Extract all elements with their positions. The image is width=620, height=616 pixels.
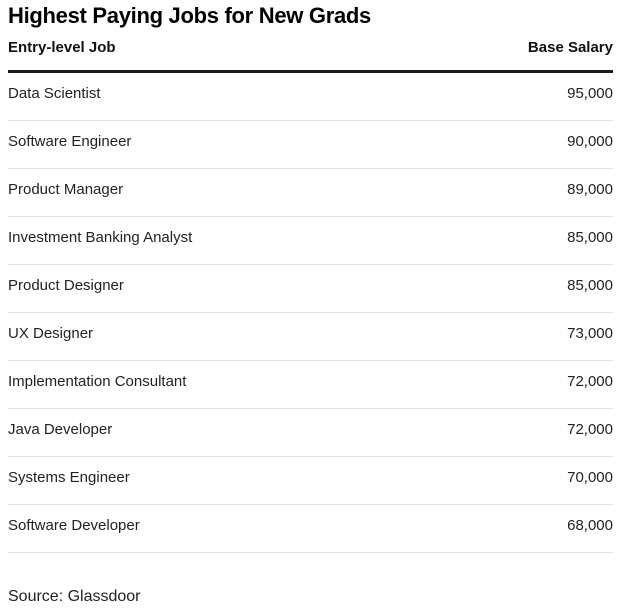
job-cell: Software Developer — [8, 517, 140, 534]
job-cell: Data Scientist — [8, 85, 101, 102]
job-cell: Java Developer — [8, 421, 113, 438]
salary-cell: 90,000 — [567, 133, 613, 150]
salary-cell: 70,000 — [567, 469, 613, 486]
table-row: Data Scientist 95,000 — [8, 73, 613, 121]
job-cell: Software Engineer — [8, 133, 132, 150]
job-cell: Product Designer — [8, 277, 124, 294]
table-row: Systems Engineer 70,000 — [8, 457, 613, 505]
salary-cell: 89,000 — [567, 181, 613, 198]
table-body: Data Scientist 95,000 Software Engineer 90,… — [8, 73, 613, 553]
job-cell: Product Manager — [8, 181, 124, 198]
column-header-salary: Base Salary — [527, 39, 613, 56]
job-cell: Investment Banking Analyst — [8, 229, 193, 246]
table-row: Investment Banking Analyst 85,000 — [8, 217, 613, 265]
job-cell: UX Designer — [8, 325, 94, 342]
chart-title: Highest Paying Jobs for New Grads — [8, 3, 371, 28]
salary-cell: 72,000 — [567, 421, 613, 438]
salary-table: Entry-level Job Base Salary Data Scienti… — [8, 36, 613, 553]
table-row: UX Designer 73,000 — [8, 313, 613, 361]
salary-cell: 73,000 — [567, 325, 613, 342]
table-row: Software Engineer 90,000 — [8, 121, 613, 169]
table-row: Implementation Consultant 72,000 — [8, 361, 613, 409]
table-row: Product Manager 89,000 — [8, 169, 613, 217]
column-header-job: Entry-level Job — [8, 39, 116, 56]
table-row: Java Developer 72,000 — [8, 409, 613, 457]
table-row: Product Designer 85,000 — [8, 265, 613, 313]
salary-cell: 85,000 — [567, 277, 613, 294]
job-cell: Implementation Consultant — [8, 373, 187, 390]
table-row: Software Developer 68,000 — [8, 505, 613, 553]
salary-cell: 68,000 — [567, 517, 613, 534]
source-note: Source: Glassdoor — [8, 588, 141, 605]
job-cell: Systems Engineer — [8, 469, 130, 486]
table-header: Entry-level Job Base Salary — [8, 36, 613, 73]
salary-cell: 85,000 — [567, 229, 613, 246]
salary-cell: 95,000 — [567, 85, 613, 102]
salary-cell: 72,000 — [567, 373, 613, 390]
